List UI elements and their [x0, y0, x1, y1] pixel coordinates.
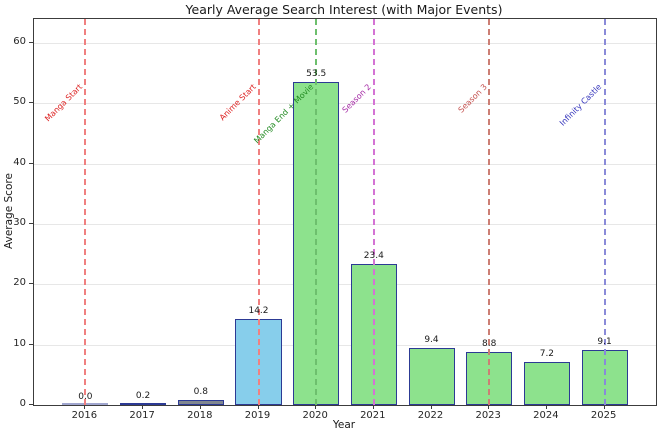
y-tick-mark-10: [29, 343, 33, 345]
gridline-y-50: [34, 103, 656, 105]
bar-2018: [177, 400, 224, 405]
x-tick-mark-2021: [372, 405, 374, 409]
event-line-infinity-castle: [603, 19, 606, 405]
event-line-season-3: [488, 19, 491, 405]
bar-2022: [408, 348, 455, 405]
x-tick-label-2022: 2022: [417, 410, 444, 421]
y-axis-label: Average Score: [3, 173, 15, 249]
y-tick-mark-50: [29, 102, 33, 104]
x-tick-mark-2025: [603, 405, 605, 409]
bar-value-label-2025: 9.1: [597, 337, 612, 348]
y-tick-label-10: 10: [13, 337, 26, 349]
y-tick-label-50: 50: [13, 96, 26, 108]
y-tick-label-30: 30: [13, 217, 26, 229]
x-tick-label-2023: 2023: [475, 410, 501, 421]
x-tick-label-2019: 2019: [244, 410, 271, 421]
bar-value-label-2019: 14.2: [248, 306, 269, 317]
x-axis-label: Year: [332, 419, 356, 431]
y-tick-label-0: 0: [19, 398, 26, 409]
x-tick-label-2016: 2016: [71, 410, 98, 421]
y-tick-mark-40: [29, 162, 33, 164]
plot-area: Manga Start Anime Start Manga End + Movie S…: [33, 18, 657, 406]
x-tick-mark-2020: [315, 405, 317, 409]
event-label-anime-start: Anime Start: [217, 82, 258, 123]
gridline-y-30: [34, 224, 656, 226]
gridline-y-10: [34, 344, 656, 346]
x-tick-mark-2016: [84, 405, 86, 409]
x-tick-mark-2019: [257, 405, 259, 409]
x-tick-label-2020: 2020: [302, 410, 328, 421]
bar-value-label-2024: 7.2: [539, 348, 555, 359]
event-label-infinity-castle: Infinity Castle: [558, 82, 604, 128]
bar-2024: [523, 361, 571, 405]
x-tick-mark-2023: [488, 405, 490, 409]
y-tick-mark-60: [29, 42, 33, 44]
x-tick-label-2017: 2017: [129, 410, 155, 421]
y-tick-mark-0: [29, 404, 33, 405]
y-tick-label-40: 40: [13, 156, 26, 168]
event-line-season-2: [372, 19, 375, 405]
y-tick-label-60: 60: [13, 36, 26, 48]
y-tick-label-20: 20: [13, 277, 26, 289]
event-line-manga-start: [84, 19, 87, 405]
y-tick-mark-30: [29, 223, 33, 225]
event-label-season-2: Season 2: [340, 82, 373, 115]
x-tick-label-2024: 2024: [533, 410, 559, 421]
bar-2017: [120, 403, 167, 405]
event-line-anime-start: [257, 19, 260, 405]
x-tick-mark-2018: [199, 405, 201, 409]
bar-value-label-2022: 9.4: [424, 335, 439, 346]
event-label-season-3: Season 3: [456, 82, 489, 115]
gridline-y-40: [34, 163, 656, 165]
gridline-y-60: [34, 43, 656, 45]
y-tick-mark-20: [29, 283, 33, 285]
chart-title: Yearly Average Search Interest (with Maj…: [185, 2, 503, 17]
x-tick-label-2018: 2018: [187, 410, 213, 421]
x-tick-label-2021: 2021: [360, 410, 386, 421]
bar-value-label-2020: 53.5: [306, 69, 327, 80]
bar-value-label-2018: 0.8: [193, 387, 208, 398]
x-tick-mark-2017: [142, 405, 144, 409]
bar-value-label-2016: 0.0: [78, 392, 93, 402]
bar-value-label-2021: 23.4: [363, 250, 384, 261]
bar-value-label-2023: 8.8: [482, 338, 497, 349]
x-tick-mark-2022: [430, 405, 432, 409]
bar-value-label-2017: 0.2: [135, 390, 151, 401]
x-tick-mark-2024: [545, 405, 547, 409]
event-line-manga-end-movie: [315, 19, 318, 405]
x-tick-label-2025: 2025: [590, 410, 617, 421]
gridline-y-20: [34, 284, 656, 286]
